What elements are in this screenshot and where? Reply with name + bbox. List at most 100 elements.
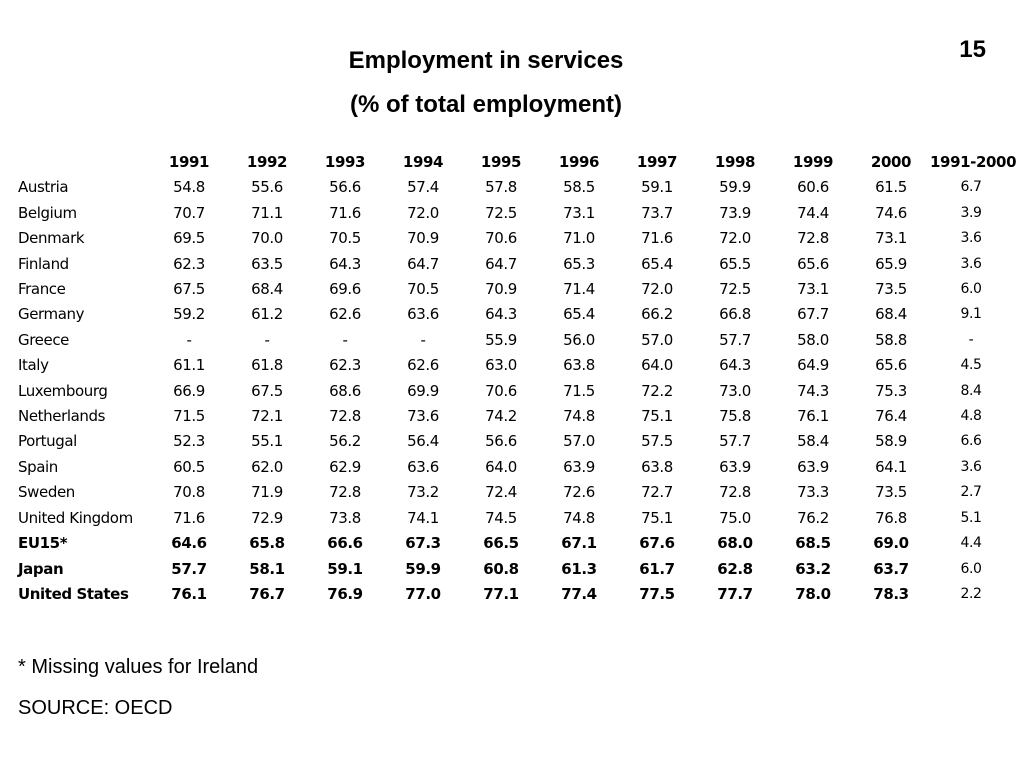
- value-cell: 72.4: [485, 483, 517, 502]
- value-cell: 70.6: [485, 229, 517, 248]
- value-cell: 65.6: [875, 356, 907, 375]
- value-cell: 65.4: [563, 305, 595, 324]
- value-cell: -: [342, 330, 348, 349]
- value-cell: 60.5: [173, 457, 205, 476]
- value-cell: 58.9: [875, 432, 907, 451]
- value-cell: 64.7: [485, 254, 517, 273]
- table-row: Spain 60.5 62.0 62.9 63.6 64.0 63.9 63.8 63.9 63.…: [14, 455, 1012, 480]
- value-cell: 63.6: [407, 305, 439, 324]
- value-cell: 57.4: [407, 178, 439, 197]
- value-cell: 72.0: [719, 229, 751, 248]
- country-cell: Belgium: [18, 203, 77, 222]
- country-cell: Portugal: [18, 432, 77, 451]
- value-cell: 77.5: [639, 584, 675, 603]
- change-cell: 2.7: [960, 484, 982, 501]
- value-cell: 77.1: [483, 584, 519, 603]
- change-cell: 4.8: [960, 408, 982, 425]
- value-cell: 77.4: [561, 584, 597, 603]
- value-cell: 64.7: [407, 254, 439, 273]
- value-cell: 68.5: [795, 534, 831, 553]
- value-cell: 61.3: [561, 559, 597, 578]
- value-cell: 72.1: [251, 407, 283, 426]
- value-cell: 70.7: [173, 203, 205, 222]
- value-cell: 65.4: [641, 254, 673, 273]
- value-cell: 70.9: [485, 280, 517, 299]
- value-cell: 76.1: [171, 584, 207, 603]
- value-cell: 57.7: [719, 432, 751, 451]
- country-cell: Austria: [18, 178, 69, 197]
- table-row: Germany 59.2 61.2 62.6 63.6 64.3 65.4 66.2 66.8 6…: [14, 302, 1012, 327]
- value-cell: 63.9: [797, 457, 829, 476]
- value-cell: 61.5: [875, 178, 907, 197]
- value-cell: 66.8: [719, 305, 751, 324]
- value-cell: 73.9: [719, 203, 751, 222]
- value-cell: 71.9: [251, 483, 283, 502]
- value-cell: 64.0: [485, 457, 517, 476]
- value-cell: 77.0: [405, 584, 441, 603]
- value-cell: 55.9: [485, 330, 517, 349]
- country-cell: EU15*: [18, 534, 68, 553]
- value-cell: 63.7: [873, 559, 909, 578]
- value-cell: 68.0: [717, 534, 753, 553]
- value-cell: 73.8: [329, 508, 361, 527]
- value-cell: 72.7: [641, 483, 673, 502]
- value-cell: 62.9: [329, 457, 361, 476]
- value-cell: 66.2: [641, 305, 673, 324]
- value-cell: 55.6: [251, 178, 283, 197]
- value-cell: 74.4: [797, 203, 829, 222]
- value-cell: 78.0: [795, 584, 831, 603]
- value-cell: 75.3: [875, 381, 907, 400]
- change-cell: 5.1: [960, 509, 982, 526]
- value-cell: 63.9: [719, 457, 751, 476]
- value-cell: 58.8: [875, 330, 907, 349]
- table-row: Finland 62.3 63.5 64.3 64.7 64.7 65.3 65.4 65.5 6…: [14, 252, 1012, 277]
- value-cell: -: [186, 330, 192, 349]
- value-cell: 59.9: [719, 178, 751, 197]
- value-cell: 76.4: [875, 407, 907, 426]
- value-cell: 64.1: [875, 457, 907, 476]
- value-cell: 73.7: [641, 203, 673, 222]
- change-cell: 6.7: [960, 179, 982, 196]
- value-cell: 75.1: [641, 407, 673, 426]
- table-row: United States 76.1 76.7 76.9 77.0 77.1 77.4 77.…: [14, 582, 1012, 607]
- value-cell: 74.8: [563, 407, 595, 426]
- footnote-missing: * Missing values for Ireland: [18, 656, 259, 678]
- value-cell: 64.6: [171, 534, 207, 553]
- value-cell: 59.2: [173, 305, 205, 324]
- table-row: United Kingdom 71.6 72.9 73.8 74.1 74.5 74.8 75…: [14, 506, 1012, 531]
- value-cell: 62.6: [407, 356, 439, 375]
- value-cell: 78.3: [873, 584, 909, 603]
- table-row: Sweden 70.8 71.9 72.8 73.2 72.4 72.6 72.7 72.8 73…: [14, 480, 1012, 505]
- value-cell: 73.1: [797, 280, 829, 299]
- value-cell: 63.8: [641, 457, 673, 476]
- value-cell: 67.1: [561, 534, 597, 553]
- country-cell: United Kingdom: [18, 508, 133, 527]
- value-cell: 64.3: [719, 356, 751, 375]
- value-cell: -: [420, 330, 426, 349]
- value-cell: 63.8: [563, 356, 595, 375]
- change-cell: 2.2: [960, 585, 982, 602]
- value-cell: 64.0: [641, 356, 673, 375]
- value-cell: 71.0: [563, 229, 595, 248]
- change-cell: 8.4: [960, 382, 982, 399]
- country-cell: Spain: [18, 457, 58, 476]
- table-row: EU15* 64.6 65.8 66.6 67.3 66.5 67.1 67.6 68.0 68.…: [14, 531, 1012, 556]
- header-cell: 1991-2000: [930, 153, 1017, 171]
- table-row: Portugal 52.3 55.1 56.2 56.4 56.6 57.0 57.5 57.7…: [14, 429, 1012, 454]
- value-cell: 74.5: [485, 508, 517, 527]
- value-cell: 76.8: [875, 508, 907, 527]
- change-cell: 3.9: [960, 204, 982, 221]
- value-cell: 62.8: [717, 559, 753, 578]
- value-cell: 68.4: [251, 280, 283, 299]
- value-cell: 58.0: [797, 330, 829, 349]
- value-cell: 75.1: [641, 508, 673, 527]
- value-cell: 62.0: [251, 457, 283, 476]
- value-cell: 67.5: [173, 280, 205, 299]
- country-cell: Greece: [18, 330, 69, 349]
- value-cell: 70.5: [407, 280, 439, 299]
- value-cell: 58.4: [797, 432, 829, 451]
- header-cell: 1996: [558, 153, 600, 171]
- value-cell: 72.5: [719, 280, 751, 299]
- value-cell: 73.3: [797, 483, 829, 502]
- value-cell: 66.9: [173, 381, 205, 400]
